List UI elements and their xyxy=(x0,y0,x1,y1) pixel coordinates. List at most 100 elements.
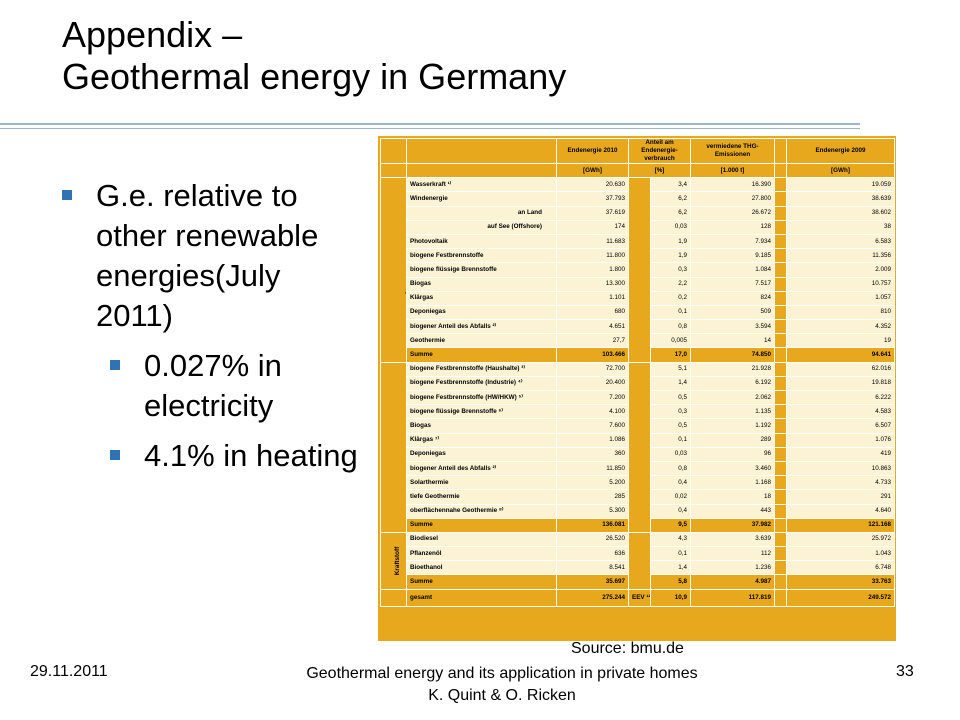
title-divider-thin xyxy=(0,128,860,129)
cell-gap xyxy=(774,205,787,221)
cell-thg: 14 xyxy=(690,333,775,349)
cell-endenergie-2009: 6.222 xyxy=(786,389,895,406)
row-label: Geothermie xyxy=(406,333,557,349)
cell-endenergie-2009: 6.583 xyxy=(786,233,895,250)
title-divider xyxy=(0,123,860,125)
table-row: Geothermie 27,7 0,005 14 19 xyxy=(381,333,895,349)
cell-anteil: 0,005 xyxy=(650,333,691,349)
cell-thg: 96 xyxy=(690,446,775,462)
cell-anteil: 0,8 xyxy=(650,460,691,477)
table-row: Pflanzenöl 636 0,1 112 1.043 xyxy=(381,546,895,562)
cell-anteil: 0,1 xyxy=(650,432,691,448)
cell-endenergie-2010: 636 xyxy=(556,546,629,562)
cell-gap xyxy=(774,389,787,406)
cell-endenergie-2010: 360 xyxy=(556,446,629,462)
cell-endenergie-2009: 10.757 xyxy=(786,276,895,292)
table-row: auf See (Offshore) 174 0,03 128 38 xyxy=(381,219,895,235)
bullet-list: G.e. relative to other renewable energie… xyxy=(60,176,360,476)
unit-percent: [%] xyxy=(628,162,691,179)
corner-cell xyxy=(380,138,407,164)
cell-thg: 128 xyxy=(690,219,775,235)
group-label-text: Kraftstoff xyxy=(394,546,402,575)
row-label: Klärgas xyxy=(406,290,557,306)
sum-row: Summe 35.697 5,8 4.987 33.763 xyxy=(381,574,895,590)
row-label: Solarthermie xyxy=(406,475,557,491)
sub-bullet-electricity: 0.027% in electricity xyxy=(60,346,360,426)
cell-thg: 1.168 xyxy=(690,475,775,491)
cell-gap xyxy=(774,262,787,278)
sum-gap xyxy=(774,517,787,533)
cell-anteil: 0,1 xyxy=(650,546,691,562)
cell-thg: 112 xyxy=(690,546,775,562)
cell-endenergie-2009: 11.356 xyxy=(786,248,895,264)
cell-gap xyxy=(774,290,787,306)
cell-anteil: 1,9 xyxy=(650,233,691,250)
cell-endenergie-2009: 4.352 xyxy=(786,319,895,335)
sum-endenergie-2009: 121.168 xyxy=(786,517,895,533)
table-row: Klärgas 1.101 0,2 824 1.057 xyxy=(381,290,895,306)
anteil-group-label: Anteil am Stromverbrauch ¹⁾ xyxy=(628,177,651,363)
bullet-square-icon xyxy=(110,450,120,460)
cell-endenergie-2009: 291 xyxy=(786,489,895,505)
cell-thg: 27.800 xyxy=(690,191,775,207)
cell-endenergie-2009: 2.009 xyxy=(786,262,895,278)
cell-endenergie-2009: 19 xyxy=(786,333,895,349)
cell-endenergie-2009: 25.972 xyxy=(786,531,895,548)
total-gap xyxy=(774,588,787,607)
cell-endenergie-2010: 1.101 xyxy=(556,290,629,306)
cell-gap xyxy=(774,489,787,505)
cell-endenergie-2009: 38 xyxy=(786,219,895,235)
sum-row: Summe 136.081 9,5 37.982 121.168 xyxy=(381,517,895,533)
bullet-main-text: G.e. relative to other renewable energie… xyxy=(96,178,319,333)
sub-bullet-heating: 4.1% in heating xyxy=(60,436,360,476)
cell-anteil: 0,03 xyxy=(650,219,691,235)
cell-anteil: 0,1 xyxy=(650,304,691,321)
cell-endenergie-2009: 19.059 xyxy=(786,177,895,193)
cell-gap xyxy=(774,333,787,349)
row-label: biogene Festbrennstoffe xyxy=(406,248,557,264)
row-label: tiefe Geothermie xyxy=(406,489,557,505)
header-thg: vermiedene THG-Emissionen xyxy=(690,138,775,164)
cell-anteil: 6,2 xyxy=(650,191,691,207)
table-row: biogene flüssige Brennstoffe 1.800 0,3 1.08… xyxy=(381,262,895,278)
sum-gap xyxy=(774,347,787,363)
cell-gap xyxy=(774,460,787,477)
sum-gap xyxy=(774,574,787,590)
sum-label: Summe xyxy=(406,517,557,533)
cell-endenergie-2010: 680 xyxy=(556,304,629,321)
row-label: oberflächennahe Geothermie ⁸⁾ xyxy=(406,503,557,519)
sum-anteil: 9,5 xyxy=(650,517,691,533)
cell-thg: 289 xyxy=(690,432,775,448)
cell-gap xyxy=(774,418,787,434)
cell-endenergie-2010: 285 xyxy=(556,489,629,505)
footer-title: Geothermal energy and its application in… xyxy=(272,663,732,707)
cell-endenergie-2009: 38.639 xyxy=(786,191,895,207)
total-row: gesamt 275.244 EEV ¹²⁾ 10,9 117.819 249.572 xyxy=(380,588,895,607)
cell-anteil: 5,1 xyxy=(650,361,691,377)
sum-thg: 37.982 xyxy=(690,517,775,533)
cell-anteil: 0,8 xyxy=(650,319,691,335)
table-row: Bioethanol 8.541 1,4 1.236 6.748 xyxy=(381,560,895,576)
cell-anteil: 1,9 xyxy=(650,248,691,264)
cell-anteil: 0,5 xyxy=(650,418,691,434)
cell-gap xyxy=(774,177,787,193)
cell-thg: 1.192 xyxy=(690,418,775,434)
table-row: an Land 37.619 6,2 26.672 38.602 xyxy=(381,205,895,221)
cell-endenergie-2010: 5.200 xyxy=(556,475,629,491)
cell-gap xyxy=(774,432,787,448)
sub-bullet-text: 4.1% in heating xyxy=(144,438,358,473)
cell-gap xyxy=(774,446,787,462)
table-row: oberflächennahe Geothermie ⁸⁾ 5.300 0,4 443… xyxy=(381,503,895,519)
cell-endenergie-2009: 1.076 xyxy=(786,432,895,448)
cell-gap xyxy=(774,503,787,519)
title-line-1: Appendix – xyxy=(62,14,243,55)
cell-endenergie-2009: 4.583 xyxy=(786,404,895,420)
cell-anteil: 2,2 xyxy=(650,276,691,292)
energy-table-image: Endenergie 2010 Anteil am Endenergie-ver… xyxy=(378,136,896,641)
cell-endenergie-2010: 72.700 xyxy=(556,361,629,377)
row-label: biogener Anteil des Abfalls ²⁾ xyxy=(406,319,557,335)
sum-thg: 74.850 xyxy=(690,347,775,363)
sum-endenergie-2010: 136.081 xyxy=(556,517,629,533)
unit-thg: [1.000 t] xyxy=(690,162,775,179)
cell-endenergie-2010: 8.541 xyxy=(556,560,629,576)
